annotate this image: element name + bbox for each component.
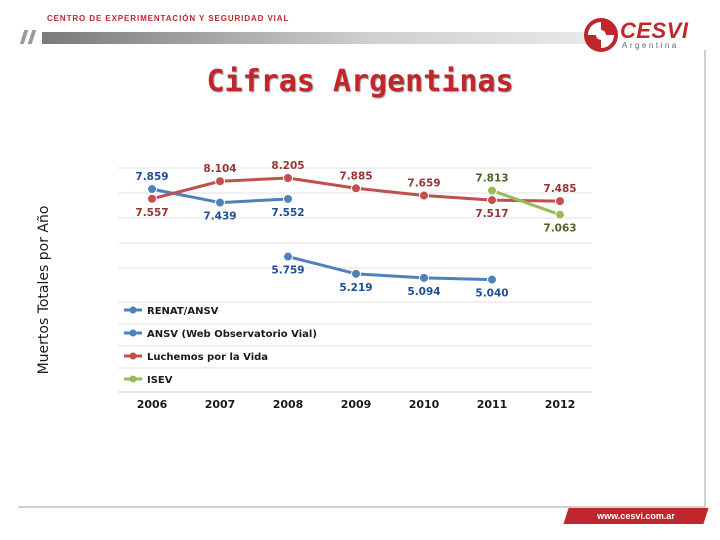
data-point [487,185,497,196]
x-tick-label: 2009 [341,398,372,411]
data-label: 7.813 [475,173,508,185]
legend-entry: ANSV (Web Observatorio Vial) [147,329,317,340]
data-point [419,190,429,201]
legend-swatch-marker [129,352,137,360]
data-point [487,195,497,206]
header-org-name: CENTRO DE EXPERIMENTACIÓN Y SEGURIDAD VI… [47,14,290,23]
x-tick-label: 2010 [409,398,440,411]
data-point [351,183,361,194]
data-point [487,274,497,285]
data-label: 7.439 [203,211,236,223]
legend-entry: ISEV [147,375,173,386]
data-point [283,193,293,204]
legend-swatch-marker [129,329,137,337]
data-label: 7.557 [135,207,168,219]
data-label: 7.485 [543,183,576,195]
slide-frame [18,50,706,508]
data-label: 5.094 [407,286,440,298]
x-tick-label: 2012 [545,398,576,411]
header-gradient-bar [42,32,590,44]
x-tick-label: 2006 [137,398,168,411]
data-label: 5.219 [339,282,372,294]
data-label: 5.759 [271,265,304,277]
legend-swatch-marker [129,375,137,383]
data-label: 7.859 [135,171,168,183]
data-point [351,268,361,279]
data-point [147,184,157,195]
data-point [419,272,429,283]
data-label: 7.885 [339,170,372,182]
data-point [215,197,225,208]
series-line [287,255,493,282]
data-label: 7.517 [475,208,508,220]
legend-entry: RENAT/ANSV [147,306,219,317]
data-point [283,173,293,183]
logo-subtitle: Argentina [622,41,679,50]
legend-entry: Luchemos por la Vida [147,352,268,363]
data-point [215,176,225,187]
x-tick-label: 2011 [477,398,508,411]
series-line [491,189,561,217]
data-label: 7.063 [543,223,576,235]
data-label: 5.040 [475,288,508,300]
legend-swatch-marker [129,306,137,314]
logo-wordmark: CESVI [620,18,689,43]
data-point [147,193,157,204]
data-label: 7.659 [407,178,440,190]
data-label: 8.205 [271,160,304,172]
data-label: 7.552 [271,207,304,219]
data-point [555,196,565,207]
x-tick-label: 2007 [205,398,236,411]
cesvi-globe-icon [584,18,618,52]
data-point [283,251,293,262]
cesvi-logo: CESVI Argentina [584,16,699,54]
page-title: Cifras Argentinas [206,64,514,99]
x-tick-label: 2008 [273,398,304,411]
data-point [555,209,565,220]
footer-url[interactable]: www.cesvi.com.ar [597,511,675,521]
data-label: 8.104 [203,163,236,175]
header-bar [18,30,590,44]
